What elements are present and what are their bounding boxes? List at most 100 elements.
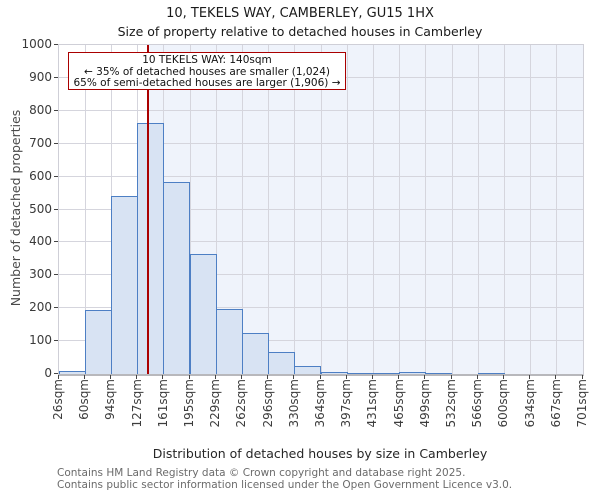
y-tick-mark xyxy=(54,175,58,177)
y-tick-label: 700 xyxy=(29,135,52,150)
x-tick-label: 465sqm xyxy=(391,379,406,428)
horizontal-gridline xyxy=(59,109,583,111)
x-tick-mark xyxy=(398,375,400,379)
histogram-bar xyxy=(320,372,348,374)
x-tick-label: 94sqm xyxy=(103,379,118,420)
x-axis-label: Distribution of detached houses by size … xyxy=(152,446,488,461)
x-tick-label: 229sqm xyxy=(208,379,223,428)
x-tick-mark xyxy=(188,375,190,379)
x-tick-label: 634sqm xyxy=(522,379,537,428)
y-tick-mark xyxy=(54,208,58,210)
vertical-gridline xyxy=(556,45,558,374)
vertical-gridline xyxy=(346,45,348,374)
y-tick-label: 200 xyxy=(29,300,52,315)
x-tick-mark xyxy=(240,375,242,379)
x-tick-mark xyxy=(136,375,138,379)
histogram-bar xyxy=(346,372,374,374)
vertical-gridline xyxy=(84,45,86,374)
attribution-footer: Contains HM Land Registry data © Crown c… xyxy=(57,467,513,491)
horizontal-gridline xyxy=(59,241,583,243)
histogram-bar xyxy=(163,181,191,374)
x-tick-label: 600sqm xyxy=(496,379,511,428)
x-tick-mark xyxy=(476,375,478,379)
x-tick-mark xyxy=(214,375,216,379)
horizontal-gridline xyxy=(59,142,583,144)
x-tick-mark xyxy=(267,375,269,379)
x-tick-label: 431sqm xyxy=(365,379,380,428)
x-tick-mark xyxy=(555,375,557,379)
vertical-gridline xyxy=(530,45,532,374)
y-tick-mark xyxy=(54,109,58,111)
x-tick-mark xyxy=(450,375,452,379)
histogram-bar xyxy=(477,373,505,374)
histogram-bar xyxy=(58,370,86,374)
histogram-bar xyxy=(241,332,270,374)
x-tick-mark xyxy=(162,375,164,379)
histogram-bar xyxy=(215,308,243,374)
y-tick-label: 0 xyxy=(44,366,52,380)
histogram-bar xyxy=(84,309,112,374)
vertical-gridline xyxy=(399,45,401,374)
x-tick-label: 296sqm xyxy=(260,379,275,428)
x-tick-mark xyxy=(424,375,426,379)
vertical-gridline xyxy=(320,45,322,374)
marker-annotation-box: 10 TEKELS WAY: 140sqm ← 35% of detached … xyxy=(68,52,346,90)
x-tick-label: 26sqm xyxy=(51,379,65,420)
vertical-gridline xyxy=(503,45,505,374)
horizontal-gridline xyxy=(59,175,583,177)
horizontal-gridline xyxy=(59,208,583,210)
x-tick-mark xyxy=(345,375,347,379)
y-tick-mark xyxy=(54,76,58,78)
x-tick-label: 262sqm xyxy=(234,379,249,428)
vertical-gridline xyxy=(372,45,374,374)
plot-area: 10 TEKELS WAY: 140sqm ← 35% of detached … xyxy=(58,44,584,376)
horizontal-gridline xyxy=(59,340,583,342)
y-tick-label: 1000 xyxy=(21,37,52,51)
y-tick-label: 900 xyxy=(29,69,52,84)
chart-subtitle: Size of property relative to detached ho… xyxy=(117,24,483,39)
y-tick-label: 800 xyxy=(29,102,52,117)
vertical-gridline xyxy=(425,45,427,374)
y-tick-label: 600 xyxy=(29,168,52,183)
x-tick-mark xyxy=(371,375,373,379)
annotation-line-1: 10 TEKELS WAY: 140sqm xyxy=(142,54,272,66)
y-tick-mark xyxy=(54,373,58,374)
vertical-gridline xyxy=(451,45,453,374)
y-tick-mark xyxy=(54,241,58,243)
horizontal-gridline xyxy=(59,307,583,309)
y-tick-mark xyxy=(54,307,58,309)
horizontal-gridline xyxy=(59,274,583,276)
vertical-gridline xyxy=(241,45,243,374)
histogram-bar xyxy=(189,253,217,374)
x-tick-label: 364sqm xyxy=(313,379,327,428)
vertical-gridline xyxy=(477,45,479,374)
x-tick-mark xyxy=(529,375,531,379)
x-tick-label: 60sqm xyxy=(77,379,92,420)
x-tick-mark xyxy=(502,375,504,379)
y-tick-mark xyxy=(54,44,58,45)
y-tick-mark xyxy=(54,340,58,342)
y-tick-mark xyxy=(54,142,58,144)
property-size-marker-line xyxy=(146,45,149,374)
footer-line-2: Contains public sector information licen… xyxy=(57,478,513,491)
x-tick-mark xyxy=(581,375,583,379)
y-tick-label: 400 xyxy=(29,234,52,249)
x-tick-mark xyxy=(109,375,111,379)
histogram-bar xyxy=(372,373,401,374)
y-tick-label: 300 xyxy=(29,267,52,282)
x-tick-mark xyxy=(293,375,295,379)
x-tick-label: 701sqm xyxy=(575,379,589,428)
x-tick-label: 566sqm xyxy=(470,379,485,428)
vertical-gridline xyxy=(268,45,270,374)
y-tick-label: 100 xyxy=(29,333,52,348)
histogram-bar xyxy=(294,366,322,374)
annotation-line-2: ← 35% of detached houses are smaller (1,… xyxy=(84,65,330,78)
histogram-bar xyxy=(399,372,427,374)
vertical-gridline xyxy=(215,45,217,374)
y-tick-label: 500 xyxy=(29,201,52,216)
histogram-bar xyxy=(268,351,296,374)
x-tick-label: 532sqm xyxy=(444,379,458,428)
x-tick-mark xyxy=(83,375,85,379)
histogram-bar xyxy=(137,122,165,374)
